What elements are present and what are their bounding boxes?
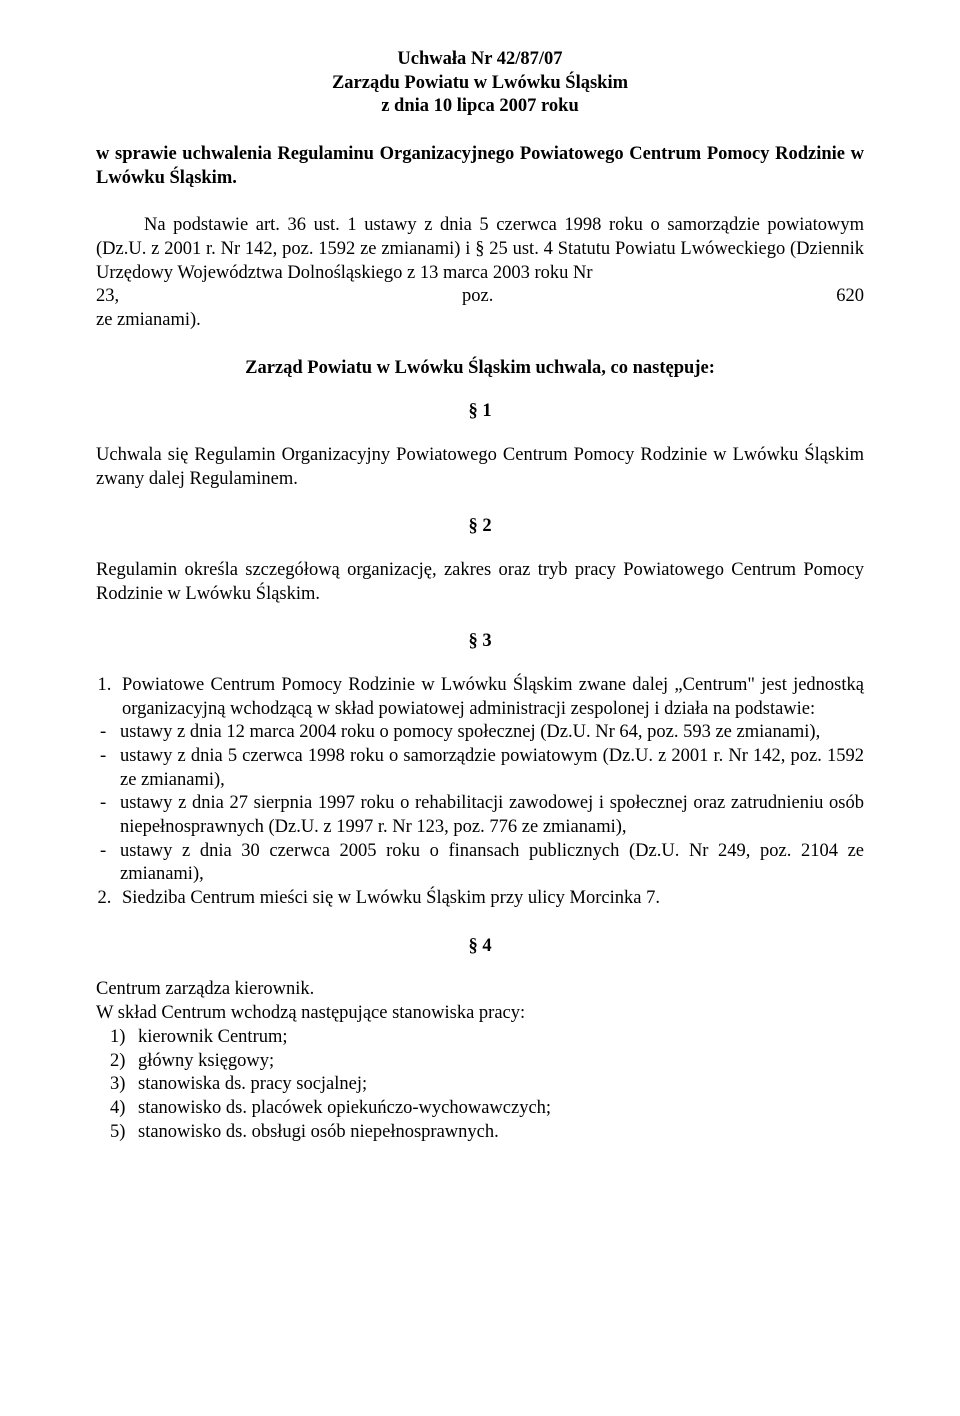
preamble-wide-mid: poz. [462, 285, 493, 309]
header-line-3: z dnia 10 lipca 2007 roku [96, 95, 864, 119]
section-4-list-item-1: 1)kierownik Centrum; [138, 1026, 864, 1050]
section-4-list-item-4: 4)stanowisko ds. placówek opiekuńczo-wyc… [138, 1097, 864, 1121]
document-header: Uchwała Nr 42/87/07 Zarządu Powiatu w Lw… [96, 48, 864, 119]
section-3-item-1: Powiatowe Centrum Pomocy Rodzinie w Lwów… [116, 674, 864, 721]
list-text: stanowisko ds. placówek opiekuńczo-wycho… [138, 1098, 551, 1118]
list-num: 4) [110, 1097, 125, 1121]
list-num: 2) [110, 1050, 125, 1074]
section-4-num: § 4 [96, 935, 864, 959]
section-2-num: § 2 [96, 515, 864, 539]
section-3-body: Powiatowe Centrum Pomocy Rodzinie w Lwów… [96, 674, 864, 911]
section-4-list-item-2: 2)główny księgowy; [138, 1050, 864, 1074]
preamble-wide-line: 23, poz. 620 [96, 285, 864, 309]
section-3-dash-1: ustawy z dnia 12 marca 2004 roku o pomoc… [96, 721, 864, 745]
list-num: 1) [110, 1026, 125, 1050]
list-num: 3) [110, 1073, 125, 1097]
list-text: główny księgowy; [138, 1051, 274, 1071]
section-3-dash-list: ustawy z dnia 12 marca 2004 roku o pomoc… [96, 721, 864, 887]
section-4-body: Centrum zarządza kierownik. W skład Cent… [96, 978, 864, 1144]
section-3-item-2: Siedziba Centrum mieści się w Lwówku Ślą… [116, 887, 864, 911]
preamble: Na podstawie art. 36 ust. 1 ustawy z dni… [96, 214, 864, 332]
list-text: stanowisko ds. obsługi osób niepełnospra… [138, 1122, 499, 1142]
section-3-numbered-list: Powiatowe Centrum Pomocy Rodzinie w Lwów… [96, 674, 864, 721]
section-2-text: Regulamin określa szczegółową organizacj… [96, 559, 864, 606]
section-4-line-2: W skład Centrum wchodzą następujące stan… [96, 1002, 864, 1026]
section-3-numbered-list-2: Siedziba Centrum mieści się w Lwówku Ślą… [96, 887, 864, 911]
section-3-dash-3: ustawy z dnia 27 sierpnia 1997 roku o re… [96, 792, 864, 839]
section-3-dash-2: ustawy z dnia 5 czerwca 1998 roku o samo… [96, 745, 864, 792]
subject-line: w sprawie uchwalenia Regulaminu Organiza… [96, 143, 864, 190]
section-3-num: § 3 [96, 630, 864, 654]
section-1-text: Uchwala się Regulamin Organizacyjny Powi… [96, 444, 864, 491]
preamble-wide-left: 23, [96, 285, 119, 309]
section-3-item-1-text: Powiatowe Centrum Pomocy Rodzinie w Lwów… [122, 675, 864, 719]
document-page: Uchwała Nr 42/87/07 Zarządu Powiatu w Lw… [0, 0, 960, 1416]
section-4-list-item-5: 5)stanowisko ds. obsługi osób niepełnosp… [138, 1121, 864, 1145]
section-4-list-item-3: 3)stanowiska ds. pracy socjalnej; [138, 1073, 864, 1097]
list-text: stanowiska ds. pracy socjalnej; [138, 1074, 367, 1094]
list-num: 5) [110, 1121, 125, 1145]
header-line-2: Zarządu Powiatu w Lwówku Śląskim [96, 72, 864, 96]
preamble-part3: ze zmianami). [96, 309, 864, 333]
section-3-dash-4: ustawy z dnia 30 czerwca 2005 roku o fin… [96, 840, 864, 887]
section-4-list: 1)kierownik Centrum; 2)główny księgowy; … [96, 1026, 864, 1144]
header-line-1: Uchwała Nr 42/87/07 [96, 48, 864, 72]
list-text: kierownik Centrum; [138, 1027, 288, 1047]
preamble-wide-right: 620 [836, 285, 864, 309]
section-1-num: § 1 [96, 400, 864, 424]
resolve-line: Zarząd Powiatu w Lwówku Śląskim uchwala,… [96, 357, 864, 381]
preamble-part1: Na podstawie art. 36 ust. 1 ustawy z dni… [96, 215, 864, 282]
section-4-line-1: Centrum zarządza kierownik. [96, 978, 864, 1002]
